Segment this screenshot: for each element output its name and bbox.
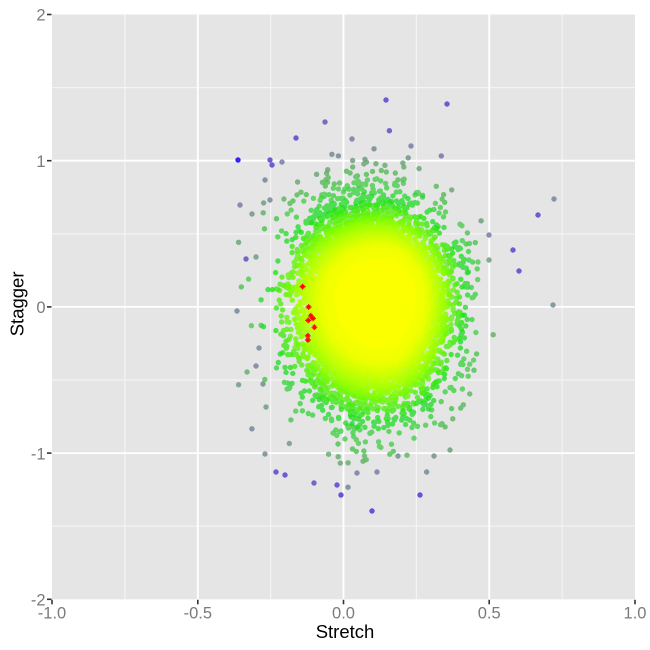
svg-text:0.5: 0.5: [478, 605, 501, 623]
svg-text:-1.0: -1.0: [38, 605, 66, 623]
svg-text:1.0: 1.0: [624, 605, 647, 623]
svg-text:2: 2: [36, 7, 45, 25]
svg-text:1: 1: [36, 153, 45, 171]
svg-text:-1: -1: [31, 445, 46, 463]
svg-text:-0.5: -0.5: [184, 605, 212, 623]
svg-text:Stagger: Stagger: [7, 272, 28, 337]
svg-text:-2: -2: [31, 592, 46, 610]
svg-text:Stretch: Stretch: [316, 621, 375, 642]
svg-text:0: 0: [36, 299, 45, 317]
svg-text:0.0: 0.0: [332, 605, 355, 623]
